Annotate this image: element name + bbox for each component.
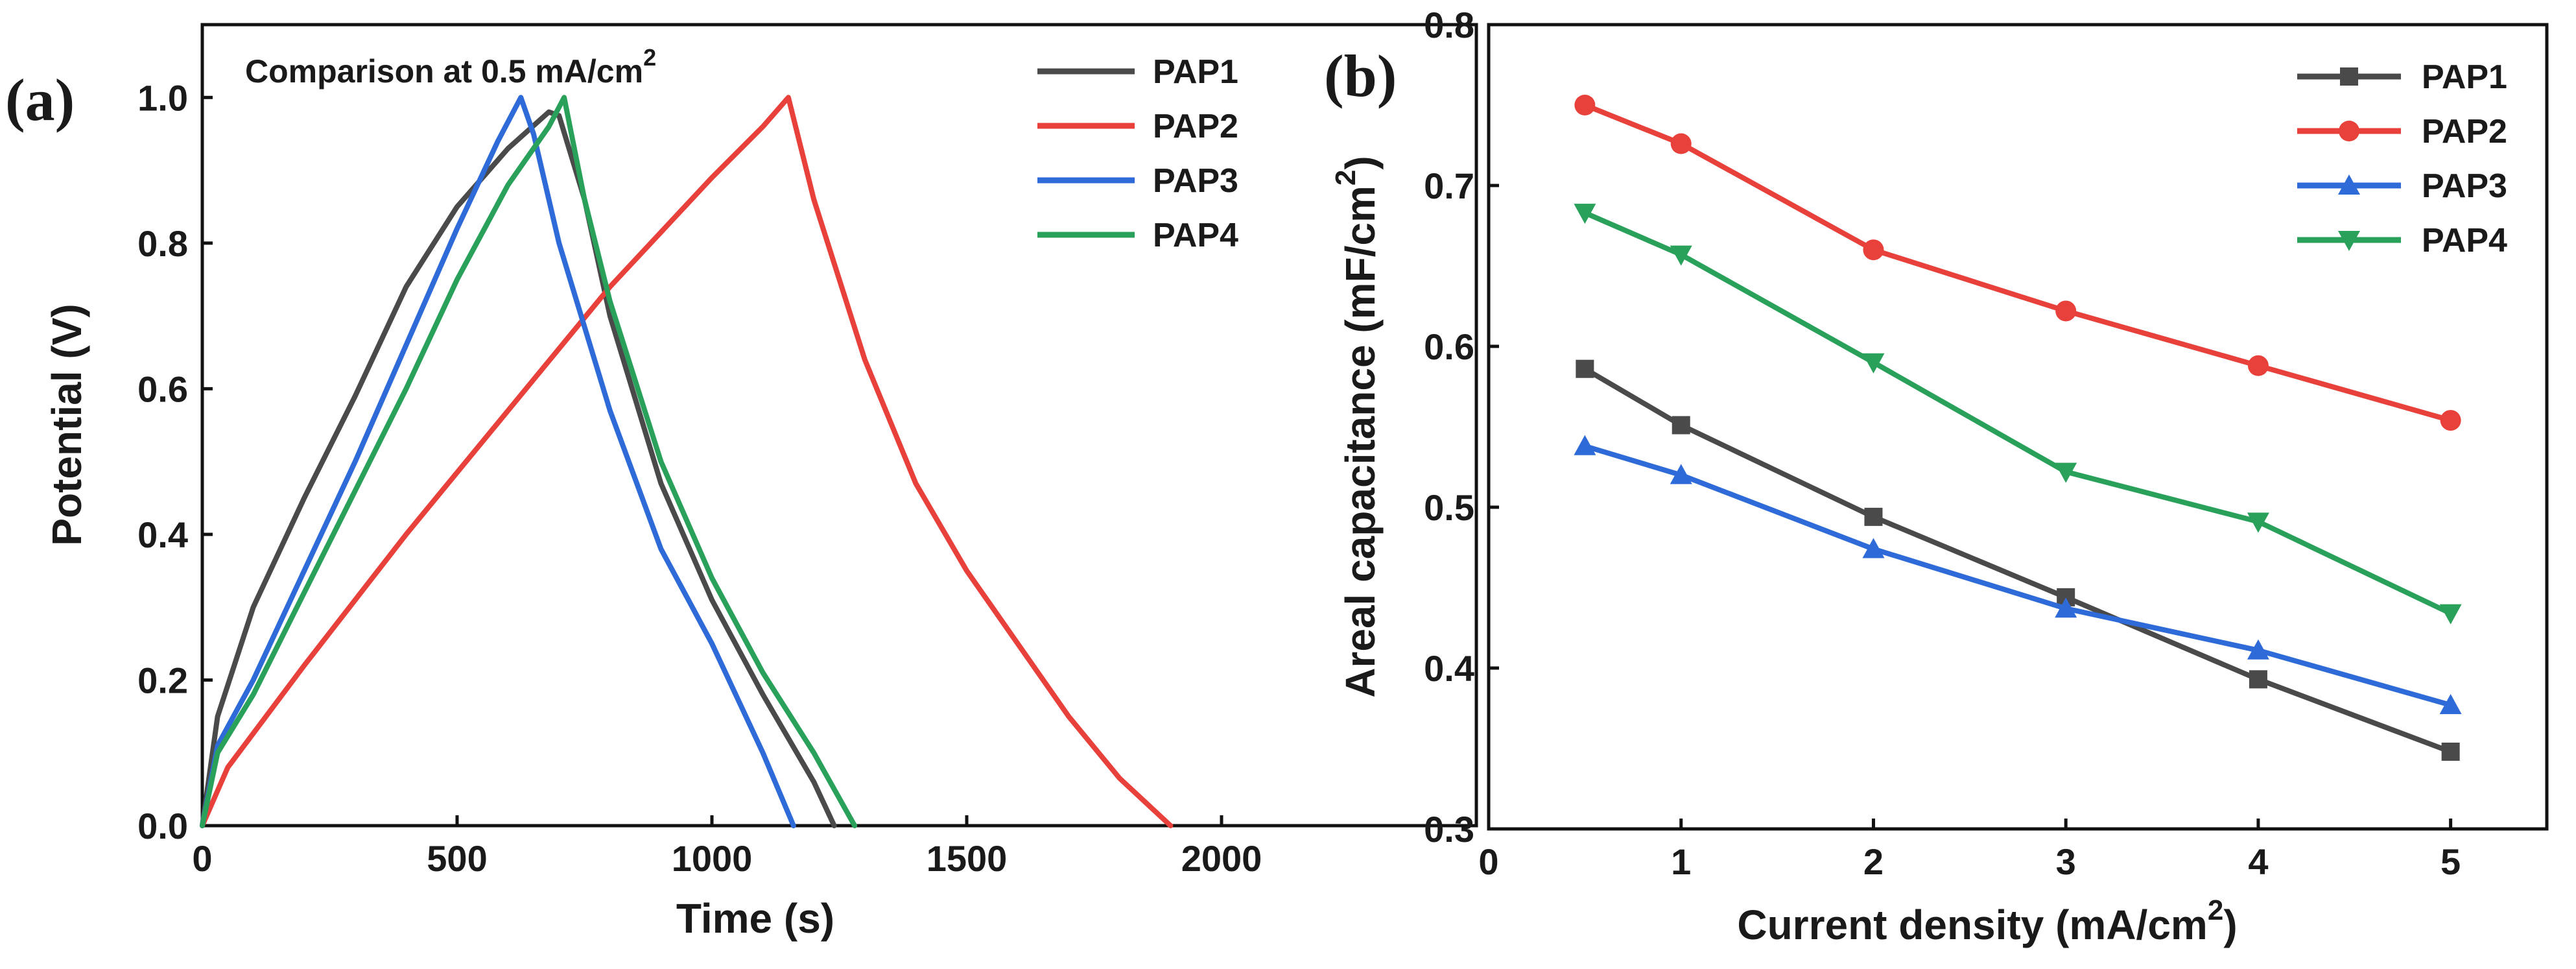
panel-a-xtick-label: 2000 [1181,838,1262,879]
panel-a-series-line-pap2 [200,95,1174,828]
legend-label-pap4: PAP4 [2422,222,2507,259]
panel-a-series [200,95,1174,828]
panel-b-ylabel: Areal capacitance (mF/cm2) [1330,156,1384,697]
panel-a-tag: (a) [5,67,75,133]
panel-b-ytick-label: 0.4 [1424,648,1474,689]
panel-b-marker-pap2 [2055,300,2077,322]
panel-b-series [1574,95,2462,761]
panel-b-ticks: 0 1 2 3 4 5 0.3 0.4 0.5 0.6 0.7 0.8 [1424,5,2461,882]
panel-b-marker-pap1 [2249,670,2267,689]
panel-b-marker-pap3 [2055,597,2077,618]
panel-b-marker-pap4 [2439,604,2462,625]
panel-b-marker-pap3 [2439,694,2462,715]
panel-b-marker-pap1 [1672,416,1690,435]
panel-b-marker-pap4 [2247,512,2269,533]
panel-b-ytick-label: 0.6 [1424,326,1474,367]
panel-b: (b) 0 1 2 3 4 50.30.40.50.60.70.8 PAP1PAP2PAP… [1324,5,2549,948]
panel-b-series-line-pap3 [1582,443,2453,708]
panel-b-marker-pap1 [1576,359,1594,378]
panel-a-series-line-pap4 [200,95,858,828]
panel-b-marker-pap3 [2247,639,2269,660]
panel-b-marker-pap2 [2440,410,2461,431]
panel-a-ytick-label: 0.8 [137,223,188,264]
panel-b-marker-pap1 [1864,507,1883,526]
panel-a-xtick-label: 1500 [927,838,1008,879]
panel-b-xtick-label: 4 [2248,841,2268,882]
panel-a-annotation: Comparison at 0.5 mA/cm2 [245,44,656,90]
panel-b-tag: (b) [1324,43,1397,109]
panel-a-ylabel: Potential (V) [43,304,90,545]
panel-b-series-line-pap2 [1582,102,2453,424]
panel-b-xlabel: Current density (mA/cm2) [1737,894,2237,948]
panel-b-xtick-label: 3 [2056,841,2076,882]
legend-marker-pap1 [2340,67,2358,86]
panel-a-ytick-label: 0.2 [137,660,188,700]
panel-a: (a) 0 500 1000 1500 2000 0.0 0.2 0.4 0.6 0.8 1.0 P… [5,23,1478,942]
panel-b-marker-pap2 [1863,239,1884,261]
panel-b-xtick-label: 5 [2440,841,2461,882]
panel-a-xtick-label: 500 [427,838,487,879]
panel-b-marker-pap3 [1862,538,1885,558]
legend-marker-pap4 [2338,231,2360,251]
panel-b-marker-pap2 [2247,355,2269,376]
panel-b-ytick-label: 0.5 [1424,487,1474,528]
panel-a-xtick-label: 0 [192,838,212,879]
panel-b-ytick-label: 0.7 [1424,165,1474,206]
panel-b-ytick-label: 0.3 [1424,809,1474,850]
legend-label-pap3: PAP3 [1153,162,1238,200]
panel-b-plot-frame [1487,23,2549,831]
panel-a-ytick-label: 0.6 [137,368,188,409]
panel-b-marker-pap4 [1862,353,1885,374]
legend-label-pap2: PAP2 [1153,108,1238,145]
panel-b-marker-pap3 [1670,464,1692,484]
legend-label-pap3: PAP3 [2422,167,2507,205]
panel-a-ticks: 0 500 1000 1500 2000 0.0 0.2 0.4 0.6 0.8 1.0 [137,77,1262,879]
panel-b-xtick-label: 1 [1671,841,1691,882]
panel-b-marker-pap4 [1574,204,1596,224]
legend-label-pap1: PAP1 [1153,53,1238,91]
panel-a-xtick-label: 1000 [672,838,753,879]
panel-b-xtick-label: 0 [1478,841,1498,882]
panel-a-xlabel: Time (s) [676,895,834,942]
panel-a-series-line-pap3 [200,95,796,828]
panel-b-marker-pap3 [1574,435,1596,455]
panel-a-plot-frame [200,23,1478,828]
panel-b-series-line-pap1 [1582,366,2453,754]
panel-b-legend: PAP1 PAP2 PAP3 PAP4 [2297,58,2507,259]
panel-a-ytick-label: 0.4 [137,514,188,555]
panel-b-marker-pap2 [1574,95,1596,115]
legend-label-pap2: PAP2 [2422,113,2507,150]
legend-marker-pap3 [2338,174,2360,195]
panel-b-marker-pap4 [2055,462,2077,483]
panel-b-marker-pap4 [1670,245,1692,266]
panel-b-ytick-label: 0.8 [1424,5,1474,45]
legend-label-pap1: PAP1 [2422,58,2507,96]
panel-b-marker-pap2 [1670,133,1692,154]
panel-a-legend: PAP1 PAP2 PAP3 PAP4 [1037,53,1238,254]
legend-marker-pap2 [2339,121,2359,141]
panel-b-series-line-pap4 [1582,210,2453,616]
panel-a-series-line-pap1 [200,109,837,828]
panel-a-ytick-label: 1.0 [137,77,188,118]
panel-b-marker-pap1 [2441,742,2460,761]
legend-label-pap4: PAP4 [1153,217,1238,254]
panel-a-ytick-label: 0.0 [137,806,188,846]
panel-b-xtick-label: 2 [1863,841,1884,882]
